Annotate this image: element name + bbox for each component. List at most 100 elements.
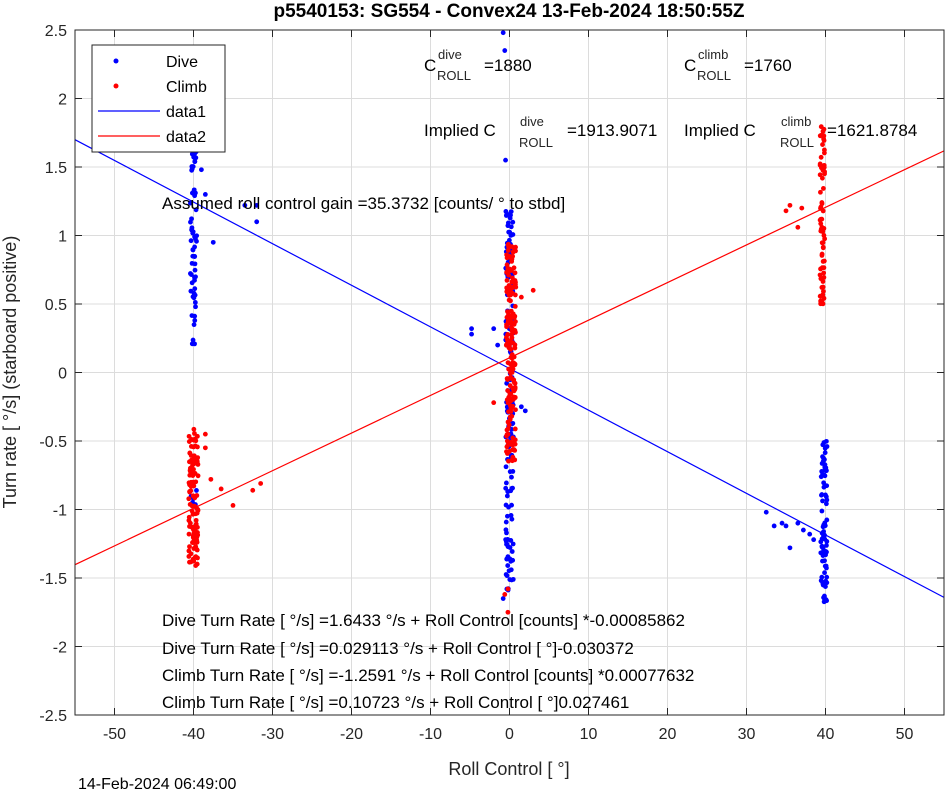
climb-point — [511, 388, 517, 394]
dive-point — [508, 224, 514, 230]
legend-box — [91, 44, 226, 153]
climb-point — [513, 248, 518, 254]
climb-point — [506, 244, 512, 250]
ticks: -50 -40 -30 -20 -10 0 10 20 30 40 50-2.5-2-1.5-1-0… — [39, 23, 944, 743]
c-climb-sub: ROLL — [697, 68, 731, 83]
climb-point — [192, 431, 197, 436]
dive-point — [189, 190, 195, 196]
dive-point — [510, 420, 516, 426]
climb-point — [512, 426, 518, 432]
climb-point — [819, 253, 825, 258]
fit-text-climb-degrees: Climb Turn Rate [ °/s] =0.10723 °/s + Ro… — [162, 693, 629, 712]
dive-point — [504, 530, 509, 536]
climb-point — [505, 388, 511, 393]
climb-point — [191, 453, 197, 459]
climb-point — [512, 362, 518, 368]
climb-point — [821, 288, 826, 294]
dive-point — [820, 581, 826, 586]
dive-point — [194, 488, 199, 493]
c-dive-value: =1880 — [484, 56, 532, 75]
climb-point — [491, 400, 497, 406]
dive-point — [819, 508, 825, 514]
climb-point — [193, 511, 198, 517]
climb-point — [188, 484, 194, 489]
dive-point — [503, 464, 509, 470]
dive-point — [469, 331, 474, 337]
dive-point — [509, 549, 515, 554]
climb-point — [192, 436, 198, 442]
legend: Dive Climb data1 data2 — [91, 44, 226, 153]
x-tick-label: -20 — [340, 726, 363, 743]
y-tick-label: -1 — [53, 503, 67, 520]
climb-point — [818, 221, 824, 227]
dive-point — [505, 554, 511, 560]
fit-text-dive-counts: Dive Turn Rate [ °/s] =1.6433 °/s + Roll… — [162, 611, 685, 630]
climb-point — [191, 444, 196, 450]
legend-data2-label: data2 — [166, 129, 206, 146]
dive-point — [188, 288, 194, 294]
climb-point — [505, 609, 511, 615]
dive-point — [819, 544, 825, 550]
dive-point — [193, 207, 199, 213]
climb-point — [821, 136, 826, 142]
dive-point — [507, 469, 513, 475]
dive-point — [807, 531, 813, 537]
x-tick-label: 20 — [659, 726, 677, 743]
x-tick-label: 10 — [580, 726, 598, 743]
dive-point — [192, 254, 197, 259]
climb-point — [505, 360, 511, 366]
climb-point — [187, 489, 193, 495]
dive-point — [508, 212, 513, 218]
dive-point — [795, 520, 801, 526]
c-dive-sub: ROLL — [437, 68, 471, 83]
climb-point — [202, 431, 208, 437]
climb-point — [504, 444, 510, 450]
dive-point — [518, 404, 524, 410]
dive-point — [187, 271, 193, 276]
climb-point — [189, 437, 194, 442]
dive-point — [502, 48, 508, 53]
dive-point — [508, 513, 514, 518]
climb-point — [821, 295, 827, 301]
climb-point — [507, 287, 513, 293]
dive-point — [495, 342, 501, 348]
dive-point — [522, 408, 528, 414]
implied-climb-sup: climb — [781, 114, 811, 129]
implied-c-dive-annotation: Implied C dive ROLL =1913.9071 — [424, 114, 657, 150]
y-tick-label: -0.5 — [39, 434, 67, 451]
implied-dive-value: =1913.9071 — [567, 121, 657, 140]
climb-point — [511, 379, 517, 385]
climb-point — [193, 563, 199, 568]
climb-point — [818, 216, 824, 222]
dive-point — [189, 164, 195, 169]
climb-point — [504, 342, 510, 347]
dive-point — [822, 445, 828, 451]
dive-point — [189, 341, 195, 347]
climb-point — [530, 287, 536, 293]
climb-point — [820, 229, 826, 235]
climb-point — [504, 322, 509, 328]
climb-point — [508, 405, 514, 411]
climb-point — [190, 556, 196, 562]
climb-point — [505, 332, 511, 337]
dive-point — [202, 192, 208, 197]
c-roll-dive-annotation: C dive ROLL =1880 — [424, 47, 532, 83]
climb-point — [258, 481, 264, 486]
y-tick-label: -2.5 — [39, 708, 67, 725]
dive-point — [819, 469, 825, 474]
climb-point — [508, 338, 513, 344]
dive-point — [210, 239, 216, 245]
y-tick-label: -1.5 — [39, 571, 67, 588]
implied-climb-prefix: Implied C — [684, 121, 756, 140]
dive-point — [503, 480, 509, 486]
legend-dive-label: Dive — [166, 54, 198, 71]
climb-point — [193, 517, 199, 523]
climb-point — [508, 313, 514, 319]
climb-point — [820, 259, 826, 264]
climb-point — [513, 244, 518, 250]
climb-point — [512, 292, 518, 298]
climb-point — [818, 266, 823, 272]
climb-point — [195, 508, 201, 513]
climb-point — [513, 330, 518, 335]
climb-point — [506, 283, 512, 288]
